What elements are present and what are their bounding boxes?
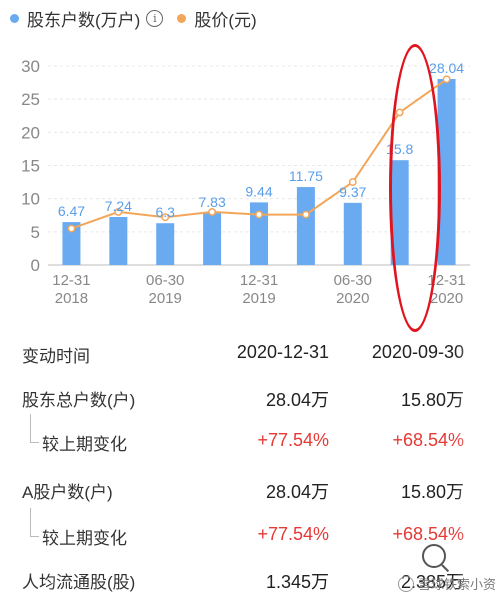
value-2020-09-30: 15.80万 (400, 482, 464, 502)
shareholders-legend-label: 股东户数(万户) (27, 10, 141, 30)
bar (109, 216, 128, 265)
x-tick-label: 06-30 (146, 272, 184, 289)
table-row: 较上期变化 +77.54% +68.54% (0, 508, 499, 554)
price-point (67, 224, 76, 233)
watermark-text: 雪球铁索小资 (418, 577, 497, 592)
x-tick-label: 06-30 (334, 272, 372, 289)
y-tick-label: 0 (31, 256, 40, 275)
bar (250, 202, 268, 265)
y-tick-label: 20 (21, 123, 40, 142)
price-point (442, 75, 451, 84)
bar-data-label: 9.44 (245, 183, 272, 199)
value-2020-09-30: 2020-09-30 (371, 342, 464, 362)
row-label: 股东总户数(户) (22, 391, 136, 410)
search-icon[interactable] (422, 544, 446, 568)
bar (203, 213, 222, 265)
chart-legend: 股东户数(万户) i 股价(元) (10, 6, 257, 30)
x-tick-label: 2020 (336, 290, 369, 307)
info-icon[interactable]: i (146, 9, 164, 27)
row-label: 较上期变化 (42, 529, 127, 548)
y-tick-label: 30 (21, 57, 40, 76)
watermark-logo-icon (398, 575, 414, 592)
y-tick-label: 10 (21, 190, 40, 209)
bar (62, 222, 81, 265)
x-tick-label: 2019 (149, 290, 182, 307)
price-point (161, 213, 170, 222)
row-label: 人均流通股(股) (22, 573, 136, 592)
bar-data-label: 7.83 (198, 194, 225, 210)
bar-data-label: 9.37 (339, 184, 366, 200)
price-point (301, 210, 310, 219)
tree-connector (30, 414, 39, 443)
bar (343, 202, 362, 265)
value-2020-09-30: 2.385万 (400, 572, 464, 592)
x-tick-label: 12-31 (427, 272, 465, 289)
value-2020-09-30: 15.80万 (400, 390, 464, 410)
y-tick-label: 5 (31, 223, 40, 242)
price-point (114, 207, 123, 216)
x-tick-label: 2018 (55, 290, 88, 307)
price-legend-label: 股价(元) (194, 10, 257, 30)
table-row: 变动时间 2020-12-31 2020-09-30 (0, 332, 499, 372)
value-2020-12-31: 1.345万 (265, 572, 329, 592)
bar-data-label: 7.24 (105, 198, 132, 214)
bar (296, 187, 315, 265)
value-2020-09-30: +68.54% (392, 524, 464, 544)
value-2020-12-31: 2020-12-31 (236, 342, 329, 362)
value-2020-09-30: +68.54% (392, 430, 464, 450)
y-tick-label: 25 (21, 90, 40, 109)
value-2020-12-31: 28.04万 (265, 390, 329, 410)
table-row: 较上期变化 +77.54% +68.54% (0, 414, 499, 460)
row-label: 较上期变化 (42, 435, 127, 454)
price-legend-dot (177, 13, 187, 23)
shareholders-legend-dot (10, 13, 19, 23)
value-2020-12-31: +77.54% (257, 430, 329, 450)
table-row: 股东总户数(户) 28.04万 15.80万 (0, 376, 499, 416)
price-point (255, 210, 263, 219)
x-tick-label: 2019 (242, 290, 275, 307)
tree-connector (30, 508, 39, 537)
price-point (208, 207, 217, 216)
x-tick-label: 12-31 (240, 272, 278, 289)
row-label: 变动时间 (22, 347, 90, 366)
table-row: A股户数(户) 28.04万 15.80万 (0, 468, 499, 508)
bar-data-label: 11.75 (289, 168, 323, 184)
bar (156, 223, 175, 265)
highlight-oval-annotation (389, 44, 441, 332)
price-point (348, 178, 357, 187)
value-2020-12-31: +77.54% (257, 524, 329, 544)
right-edge-fade (454, 318, 499, 607)
bar-data-label: 6.3 (155, 204, 175, 220)
watermark: 雪球铁索小资 (398, 574, 496, 593)
y-tick-label: 15 (21, 157, 40, 176)
value-2020-12-31: 28.04万 (265, 482, 329, 502)
table-row: 人均流通股(股) 1.345万 2.385万 (0, 558, 499, 598)
row-label: A股户数(户) (22, 483, 113, 502)
bar (437, 79, 456, 265)
x-tick-label: 12-31 (52, 272, 90, 289)
x-tick-label: 2020 (430, 290, 463, 307)
bar-data-label: 6.47 (58, 203, 85, 219)
bar-data-label: 28.04 (429, 60, 464, 76)
